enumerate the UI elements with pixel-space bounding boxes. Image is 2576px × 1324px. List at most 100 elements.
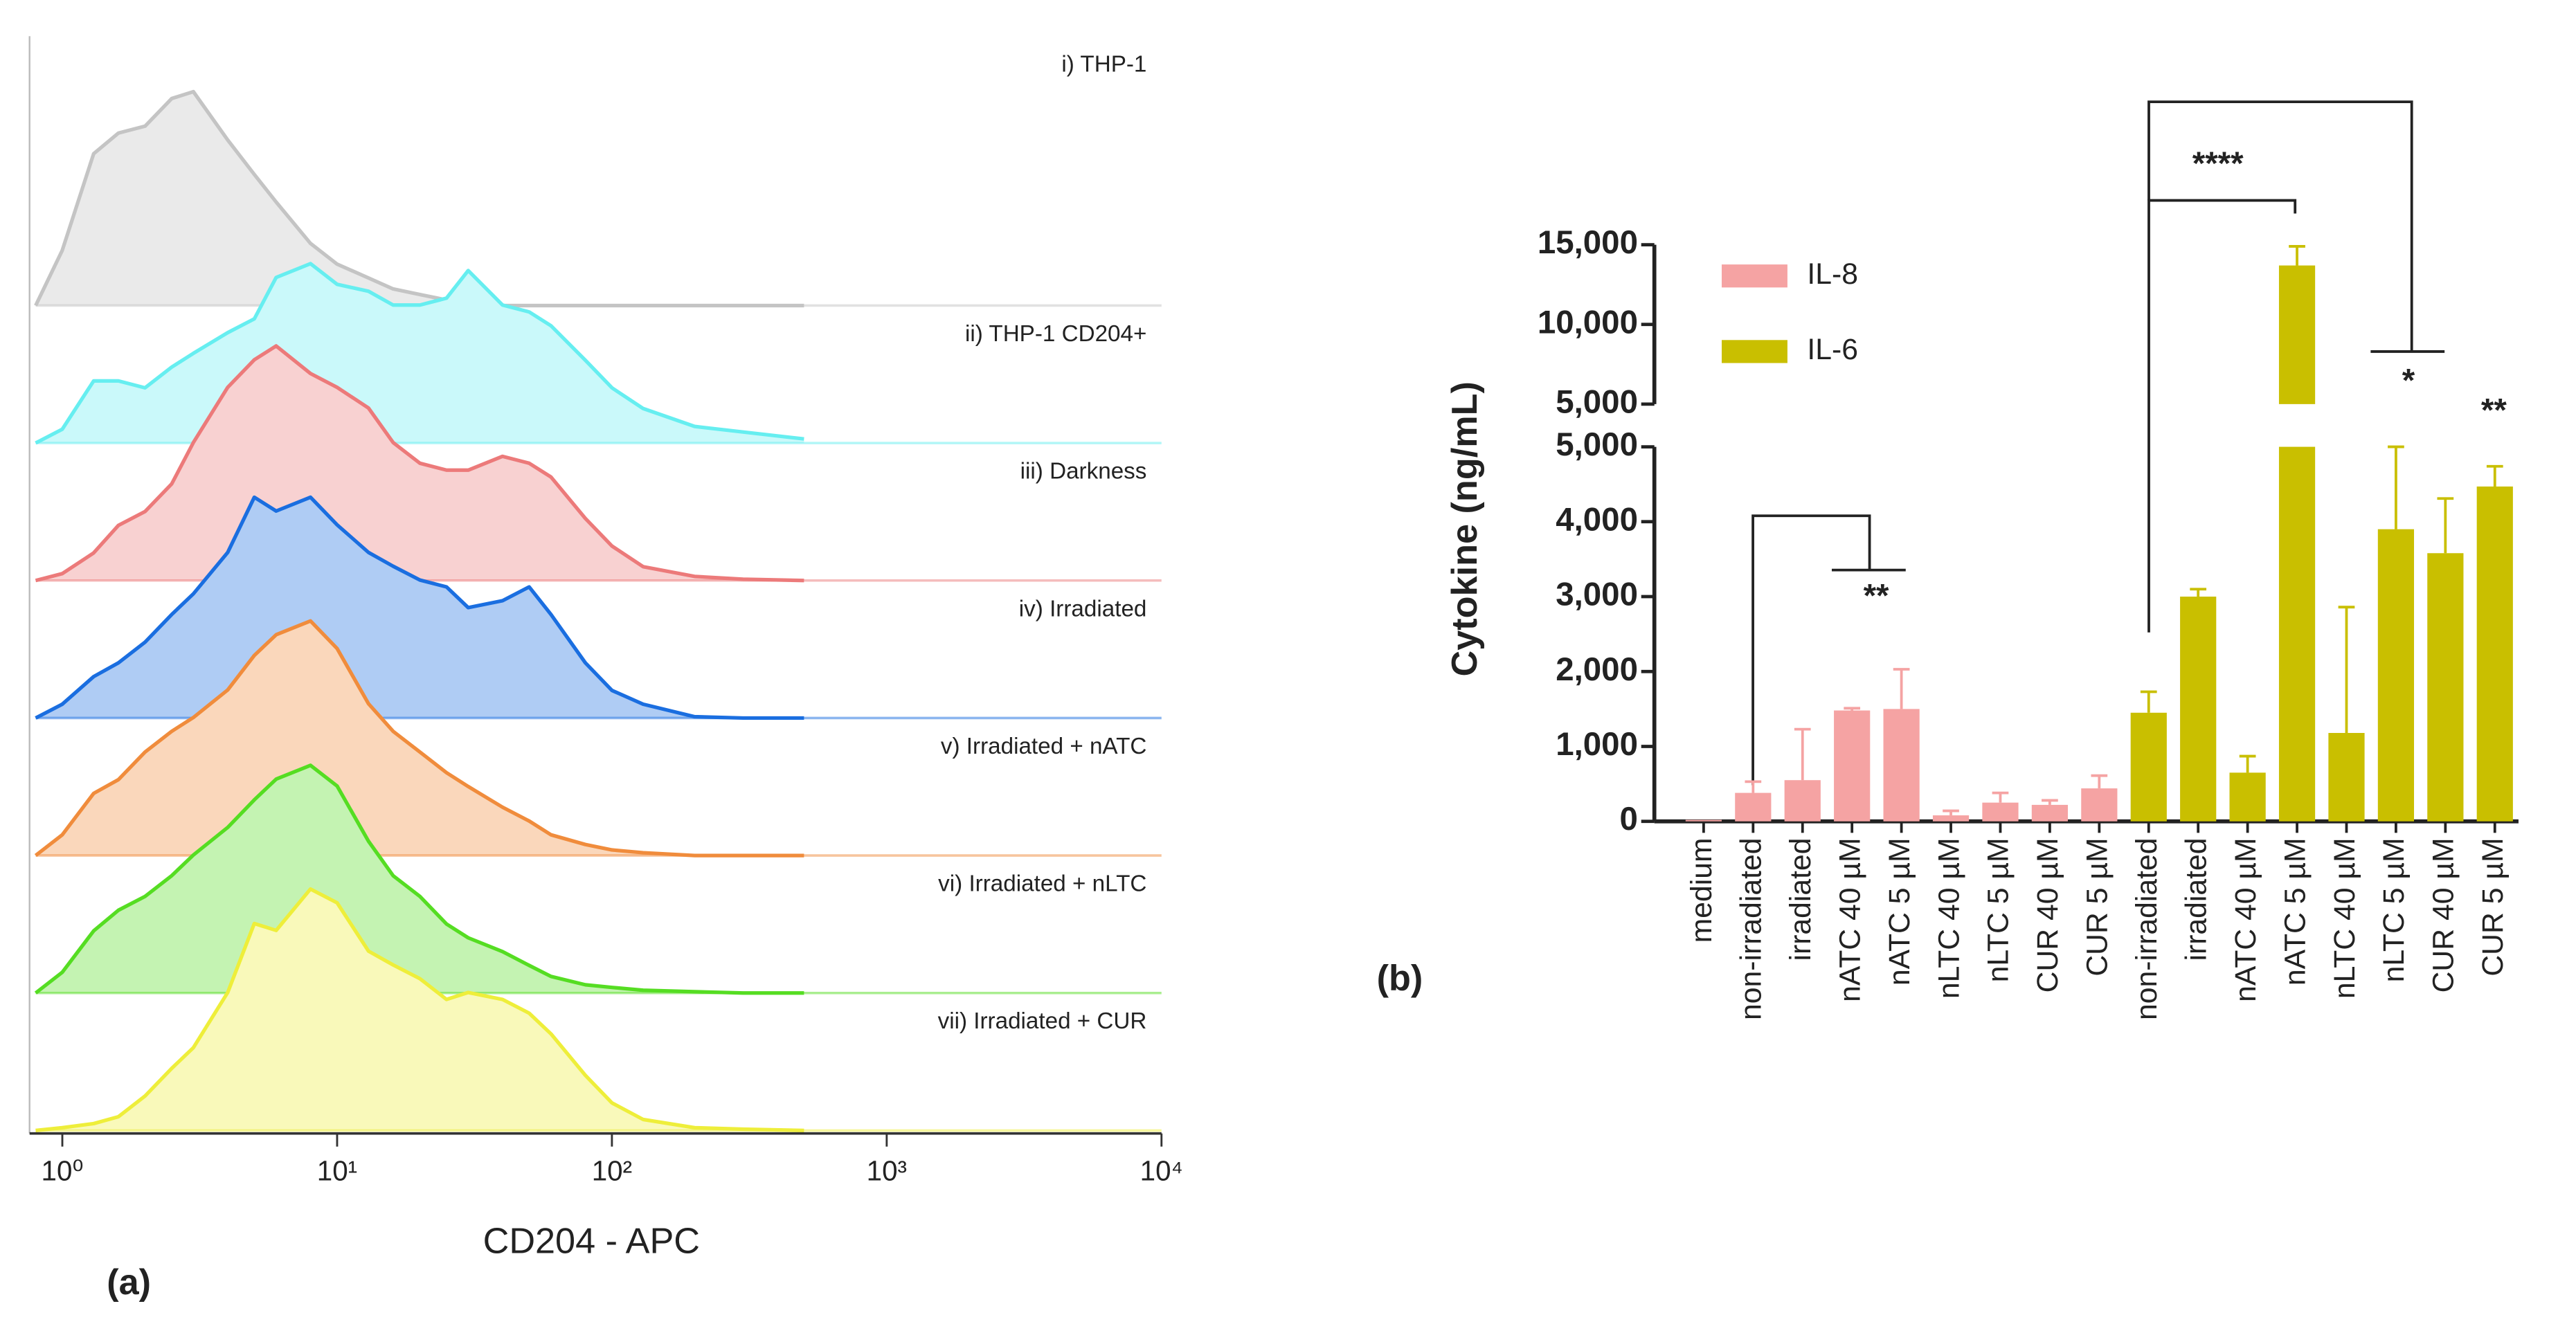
x-tick-label: nATC 5 µM: [2278, 837, 2312, 986]
x-tick-label: nLTC 5 µM: [1982, 837, 2015, 982]
density-line: [34, 763, 804, 995]
x-tick-label: non-irradiated: [1735, 837, 1768, 1020]
y-tick-label: 0: [1620, 801, 1638, 837]
bar: [2229, 772, 2266, 822]
legend-swatch: [1721, 340, 1787, 363]
legend-label: IL-8: [1807, 257, 1858, 291]
y-tick-label: 3,000: [1556, 577, 1638, 613]
track-label: vi) Irradiated + nLTC: [938, 871, 1146, 897]
bar: [1982, 802, 2019, 822]
bar: [2180, 597, 2217, 822]
x-tick-label: 10¹: [317, 1154, 357, 1186]
density-line: [35, 344, 804, 583]
panel-label: (a): [107, 1262, 151, 1303]
y-tick-label: 15,000: [1538, 224, 1638, 261]
bar: [2427, 553, 2464, 822]
error-bar: [2091, 774, 2108, 789]
density-line: [34, 619, 804, 858]
error-bar: [1992, 791, 2009, 803]
significance-label: **: [1864, 577, 1889, 614]
error-bar: [1893, 668, 1910, 709]
error-bar: [2486, 464, 2503, 487]
density-underlay: [35, 621, 804, 856]
legend-swatch: [1721, 264, 1787, 288]
track-label: v) Irradiated + nATC: [941, 734, 1147, 759]
density-line: [34, 89, 804, 308]
x-tick-label: irradiated: [1784, 837, 1817, 961]
y-tick-label: 4,000: [1556, 501, 1638, 538]
x-tick-label: CUR 5 µM: [2476, 837, 2510, 976]
panel-a: i) THP-1 ii) THP-1 CD204+ iii) Darkness iv)…: [28, 36, 1183, 1303]
significance-bracket: [2147, 100, 2445, 353]
y-tick-label: 2,000: [1556, 651, 1638, 688]
error-bar: [2289, 245, 2305, 266]
x-tick-label: nATC 40 µM: [2229, 837, 2262, 1001]
error-bar: [1844, 707, 1861, 711]
significance-label: *: [2402, 363, 2415, 399]
y-tick-label: 1,000: [1556, 726, 1638, 763]
density-fill: [35, 621, 804, 856]
error-bar: [2042, 799, 2058, 805]
bar: [1932, 815, 1970, 822]
x-axis-title: CD204 - APC: [483, 1221, 700, 1261]
bar: [2278, 265, 2316, 404]
density-line: [35, 262, 804, 445]
significance-bracket: [2147, 199, 2297, 633]
significance-label: **: [2481, 392, 2507, 428]
significance-label: ****: [2192, 145, 2244, 182]
panel-label: (b): [1377, 959, 1423, 999]
density-underlay: [35, 889, 804, 1131]
bar: [1685, 819, 1722, 822]
error-bar: [2239, 754, 2256, 773]
x-tick-label: 10²: [592, 1154, 632, 1186]
bar: [2081, 788, 2118, 822]
y-tick-label: 5,000: [1556, 383, 1638, 420]
x-tick-label: nATC 5 µM: [1883, 837, 1916, 986]
bar: [2130, 712, 2167, 822]
x-tick-label: irradiated: [2179, 837, 2213, 961]
x-tick-label: CUR 40 µM: [2427, 837, 2460, 992]
error-bar: [1794, 727, 1811, 781]
bar: [2278, 446, 2316, 822]
x-tick-label: medium: [1685, 837, 1718, 943]
density-underlay: [35, 91, 804, 306]
x-tick-label: CUR 40 µM: [2031, 837, 2064, 992]
bar: [1834, 710, 1871, 822]
density-fill: [35, 91, 804, 306]
legend-label: IL-6: [1807, 333, 1858, 366]
x-tick-label: CUR 5 µM: [2081, 837, 2114, 976]
x-tick-label: nATC 40 µM: [1833, 837, 1866, 1001]
x-tick-label: non-irradiated: [2130, 837, 2163, 1020]
bar: [2377, 529, 2415, 822]
bar: [1883, 709, 1920, 822]
y-tick-label: 10,000: [1538, 304, 1638, 341]
x-tick-label: nLTC 40 µM: [2328, 837, 2361, 999]
panel-b: 0 1,000 2,000 3,000 4,000 5,000 5,000 10,000 15,…: [1377, 100, 2519, 1020]
y-tick-label: 5,000: [1556, 426, 1638, 463]
x-tick-label: 10⁰: [42, 1154, 84, 1186]
x-tick-label: nLTC 40 µM: [1932, 837, 1965, 999]
track-label: iv) Irradiated: [1019, 596, 1147, 622]
density-line: [35, 887, 804, 1133]
track-label: iii) Darkness: [1020, 459, 1147, 484]
error-bar: [1745, 780, 1762, 793]
bar: [2031, 804, 2069, 822]
bar: [2328, 733, 2365, 822]
density-line: [35, 495, 804, 720]
bar: [1735, 792, 1772, 822]
bar: [1784, 780, 1821, 822]
track-label: i) THP-1: [1061, 52, 1146, 78]
density-fill: [35, 765, 804, 993]
x-tick-label: 10⁴: [1140, 1154, 1183, 1186]
density-fill: [35, 889, 804, 1131]
error-bar: [2140, 690, 2157, 713]
x-tick-label: 10³: [867, 1154, 907, 1186]
bar: [2476, 486, 2513, 822]
error-bar: [2338, 606, 2355, 734]
significance-bracket: [1751, 514, 1906, 786]
error-bar: [2388, 445, 2404, 529]
error-bar: [2437, 497, 2454, 554]
x-tick-label: nLTC 5 µM: [2377, 837, 2411, 982]
track-label: vii) Irradiated + CUR: [938, 1008, 1147, 1034]
